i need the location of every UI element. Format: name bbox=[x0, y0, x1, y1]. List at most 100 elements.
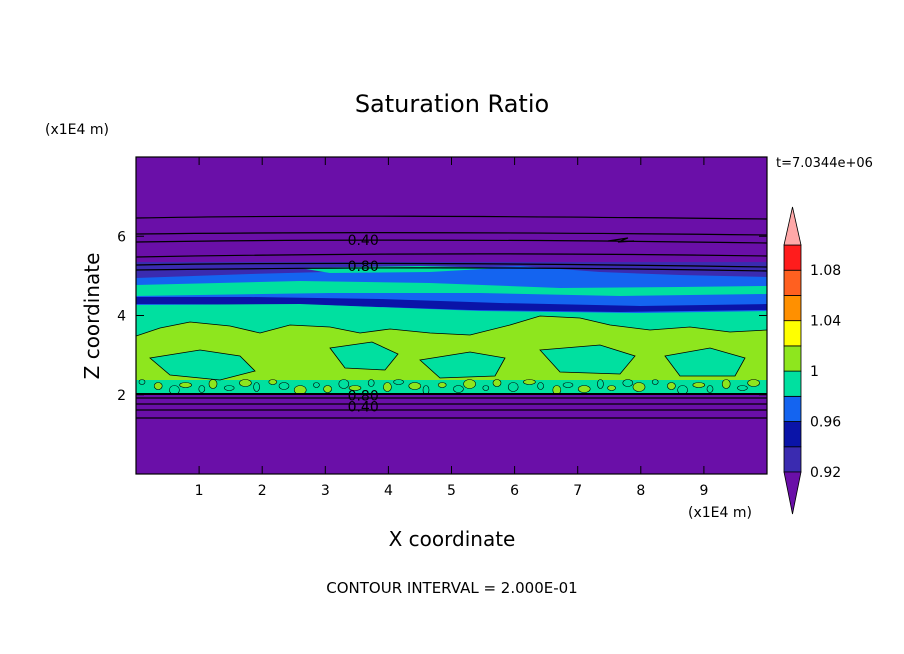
field-cyan-patch-3 bbox=[420, 352, 505, 378]
y-tick-label: 4 bbox=[117, 309, 126, 325]
cloud-base-blobs bbox=[138, 379, 760, 395]
x-tick-label: 2 bbox=[258, 483, 267, 499]
base-blob bbox=[492, 379, 502, 387]
base-blob bbox=[278, 382, 290, 390]
x-ticks: 1 2 3 4 5 6 7 8 9 bbox=[195, 157, 708, 499]
base-blob bbox=[706, 385, 714, 393]
time-label: t=7.0344e+06 bbox=[776, 156, 873, 171]
x-tick-label: 4 bbox=[384, 483, 393, 499]
y-tick-label: 2 bbox=[117, 388, 126, 404]
base-blob bbox=[408, 382, 422, 390]
contour-line bbox=[136, 253, 767, 258]
y-tick-label: 6 bbox=[117, 229, 126, 245]
colorbar-segment bbox=[783, 295, 802, 322]
x-tick-label: 1 bbox=[195, 483, 204, 499]
field-navy-band bbox=[136, 297, 767, 312]
contour-line bbox=[136, 215, 767, 220]
contour-line bbox=[607, 237, 635, 243]
colorbar-bottom-arrow bbox=[783, 471, 802, 515]
contour-line bbox=[149, 341, 746, 381]
base-blob bbox=[437, 382, 447, 388]
x-tick-label: 9 bbox=[699, 483, 708, 499]
y-axis-label: Z coordinate bbox=[80, 253, 104, 380]
chart-title: Saturation Ratio bbox=[355, 90, 549, 118]
base-blob bbox=[651, 379, 659, 385]
base-blob bbox=[153, 382, 163, 390]
x-axis-label: X coordinate bbox=[389, 527, 516, 551]
base-blob bbox=[239, 379, 252, 387]
base-blob bbox=[507, 382, 519, 392]
base-blob bbox=[253, 382, 260, 392]
field-cyan-patch-2 bbox=[330, 342, 398, 370]
base-blob bbox=[223, 385, 235, 391]
base-blob bbox=[632, 382, 646, 392]
colorbar-segment bbox=[783, 446, 802, 473]
base-blob bbox=[208, 379, 218, 389]
colorbar-segment bbox=[783, 244, 802, 271]
colorbar: 1.08 1.04 1 0.96 0.92 bbox=[783, 206, 841, 515]
base-blob bbox=[323, 385, 332, 393]
x-tick-label: 5 bbox=[447, 483, 456, 499]
base-blob bbox=[348, 385, 362, 391]
colorbar-tick-label: 0.96 bbox=[810, 415, 841, 431]
contour-interval-note: CONTOUR INTERVAL = 2.000E-01 bbox=[326, 579, 577, 597]
base-blob bbox=[562, 382, 574, 388]
x-tick-label: 3 bbox=[321, 483, 330, 499]
colorbar-segment bbox=[783, 421, 802, 448]
colorbar-segment bbox=[783, 320, 802, 347]
contour-line bbox=[136, 232, 767, 236]
colorbar-top-arrow bbox=[783, 206, 802, 246]
plot-area: 0.400.800.800.40 bbox=[136, 157, 767, 474]
base-blob bbox=[607, 385, 616, 391]
base-blob bbox=[692, 382, 706, 388]
contour-labels: 0.400.800.800.40 bbox=[348, 233, 379, 415]
base-blob bbox=[383, 382, 392, 392]
base-blob bbox=[537, 382, 544, 390]
base-blob bbox=[737, 385, 748, 391]
field-cyan-patch-1 bbox=[150, 350, 255, 380]
base-blob bbox=[453, 385, 464, 393]
colorbar-tick-label: 1 bbox=[810, 364, 819, 380]
base-blob bbox=[268, 379, 278, 385]
field-cyan-patch-5 bbox=[665, 348, 745, 376]
field-lower-layer bbox=[136, 395, 767, 474]
colorbar-tick-label: 0.92 bbox=[810, 465, 841, 481]
contour-line bbox=[136, 267, 767, 272]
contour-label: 0.80 bbox=[348, 389, 379, 405]
base-blob bbox=[523, 379, 536, 385]
base-blob bbox=[597, 379, 604, 389]
base-blob bbox=[313, 382, 320, 388]
base-blob bbox=[721, 379, 731, 389]
base-blob bbox=[482, 385, 490, 391]
colorbar-segment bbox=[783, 269, 802, 296]
x-tick-label: 8 bbox=[636, 483, 645, 499]
contour-line bbox=[136, 315, 767, 337]
y-ticks: 2 4 6 bbox=[117, 229, 767, 404]
x-tick-label: 7 bbox=[573, 483, 582, 499]
base-blob bbox=[198, 385, 206, 393]
colorbar-segment bbox=[783, 345, 802, 372]
contour-line bbox=[136, 262, 767, 268]
colorbar-segment bbox=[783, 370, 802, 397]
base-blob bbox=[179, 382, 192, 388]
base-blob bbox=[622, 379, 634, 387]
x-tick-label: 6 bbox=[510, 483, 519, 499]
colorbar-segment bbox=[783, 395, 802, 422]
contour-label: 0.80 bbox=[348, 259, 379, 275]
base-blob bbox=[747, 379, 760, 387]
contour-line bbox=[136, 239, 767, 244]
field-cyan-streak-1 bbox=[136, 281, 767, 296]
contour-label: 0.40 bbox=[348, 233, 379, 249]
y-axis-unit: (x1E4 m) bbox=[45, 122, 109, 138]
base-blob bbox=[463, 379, 476, 389]
x-axis-unit: (x1E4 m) bbox=[688, 505, 752, 521]
base-blob bbox=[577, 385, 591, 393]
field-cyan-patch-4 bbox=[540, 345, 635, 374]
base-blob bbox=[393, 379, 404, 385]
colorbar-tick-label: 1.04 bbox=[810, 314, 841, 330]
base-blob bbox=[138, 379, 146, 385]
base-blob bbox=[338, 379, 350, 389]
base-blob bbox=[667, 382, 676, 390]
colorbar-tick-label: 1.08 bbox=[810, 263, 841, 279]
